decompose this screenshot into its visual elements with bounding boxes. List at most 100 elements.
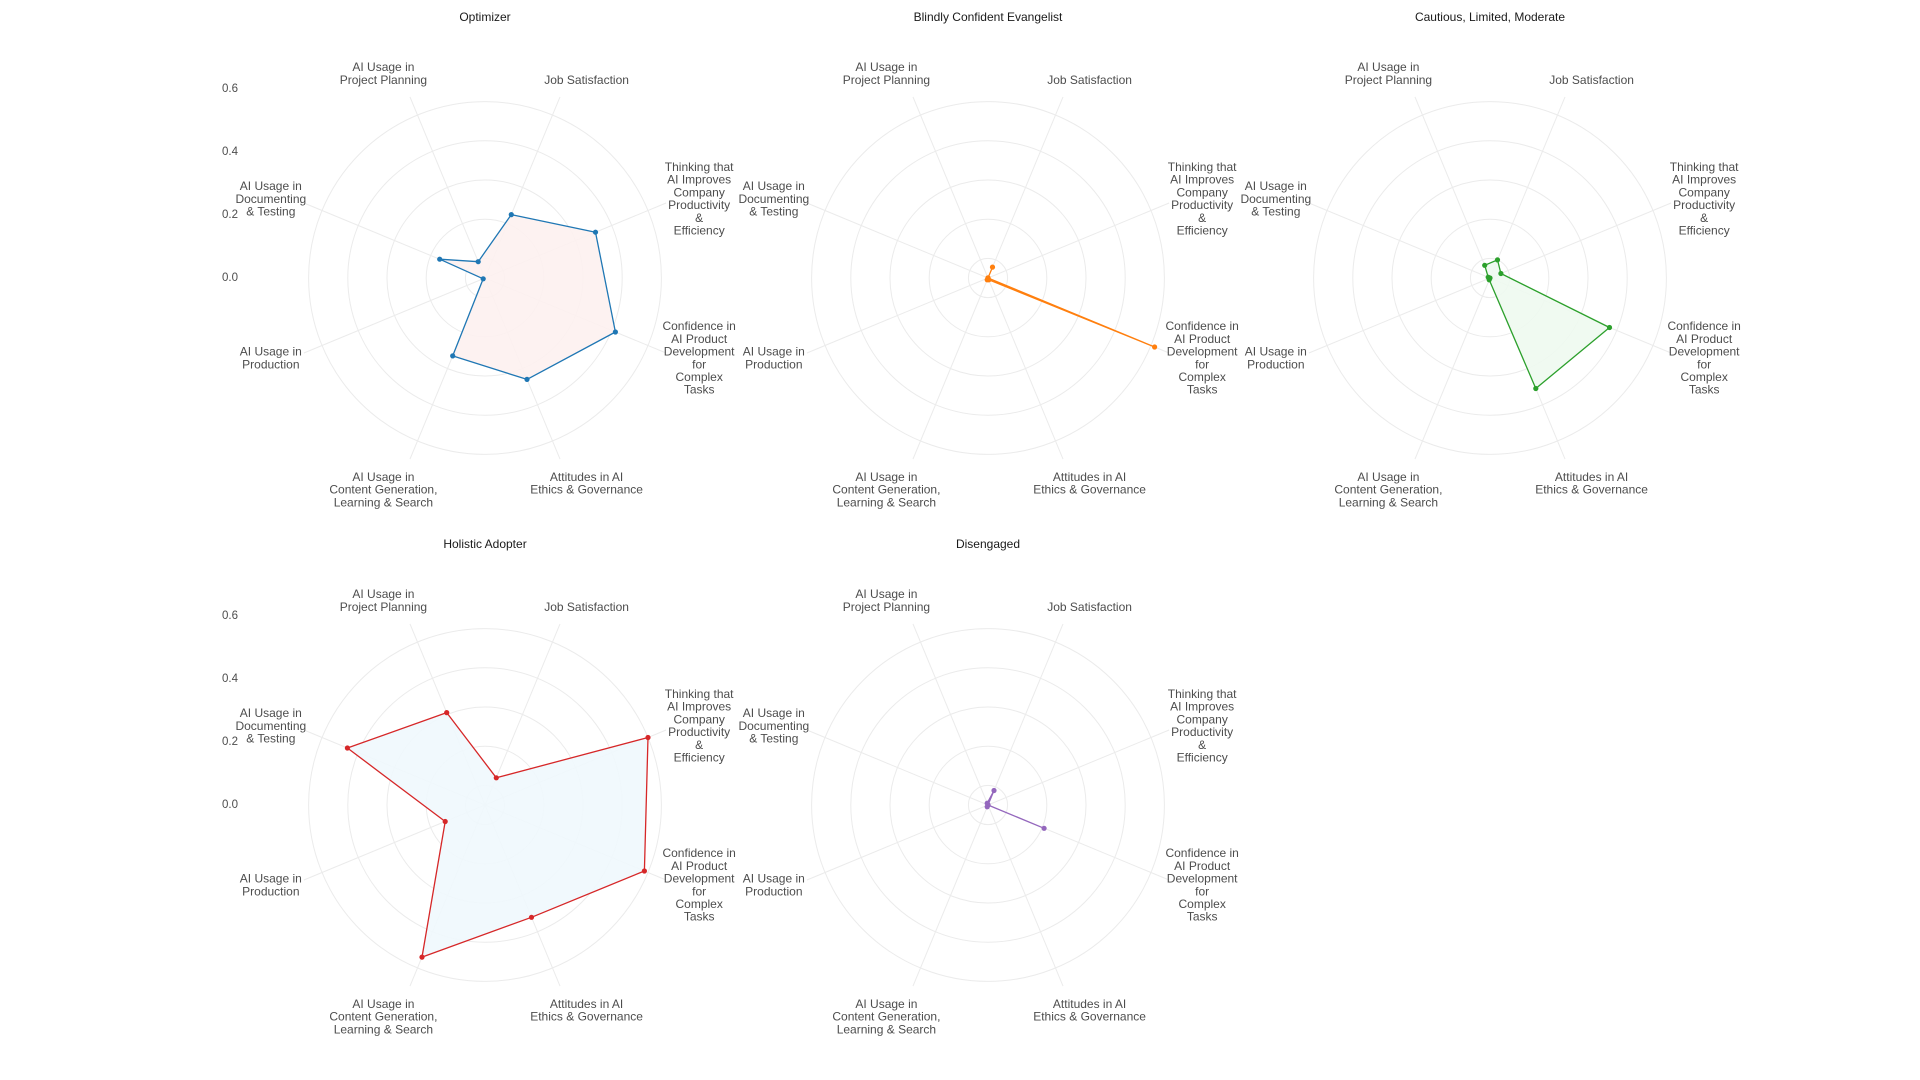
data-point: [508, 212, 514, 218]
data-point: [480, 276, 486, 282]
radial-tick-label: 0.4: [222, 146, 239, 158]
grid-circle: [1352, 140, 1628, 416]
grid-circle: [308, 101, 662, 455]
axis-label: AI Usage in Content Generation, Learning &…: [329, 997, 437, 1036]
axis-label: Confidence in AI Product Development for Com…: [662, 846, 735, 924]
data-point: [991, 787, 997, 794]
grid-circle: [889, 706, 1087, 904]
grid-spoke: [987, 729, 1170, 806]
radial-tick-label: 0.2: [222, 209, 238, 221]
data-point: [1482, 262, 1488, 268]
grid-circle: [967, 784, 1009, 826]
grid-circle: [1430, 218, 1550, 338]
grid-circle: [850, 667, 1126, 943]
axis-label: AI Usage in Production: [240, 872, 302, 899]
axis-label: AI Usage in Production: [743, 872, 805, 899]
grid-spoke: [1489, 96, 1566, 279]
grid-spoke: [806, 804, 989, 881]
radial-tick-label: 0.6: [222, 610, 238, 622]
axis-label: AI Usage in Production: [743, 345, 805, 372]
series-polygon: [1484, 259, 1611, 390]
series-polygon: [439, 213, 617, 381]
radar-panel: Disengaged Job Satisfaction Thinking that A…: [738, 537, 1238, 1036]
axis-label: AI Usage in Documenting & Testing: [738, 706, 809, 745]
axis-label: AI Usage in Content Generation, Learning &…: [1334, 470, 1442, 509]
axis-label: AI Usage in Content Generation, Learning &…: [329, 470, 437, 509]
axis-label: Confidence in AI Product Development for Com…: [1165, 846, 1238, 924]
axis-label: AI Usage in Documenting & Testing: [235, 706, 306, 745]
axis-label: AI Usage in Project Planning: [340, 60, 427, 87]
axis-label: Job Satisfaction: [1047, 600, 1132, 614]
grid-spoke: [806, 729, 989, 806]
panel-title: Optimizer: [459, 10, 510, 24]
axis-label: Thinking that AI Improves Company Productiv…: [1670, 160, 1739, 238]
data-point: [1498, 270, 1504, 277]
grid-spoke: [1414, 277, 1491, 460]
data-point: [344, 745, 350, 751]
axis-label: Job Satisfaction: [544, 73, 629, 87]
grid-spoke: [1308, 277, 1491, 354]
data-point: [612, 329, 619, 335]
data-point: [1533, 385, 1539, 392]
data-point: [524, 376, 530, 382]
grid-circle: [1391, 179, 1589, 377]
grid-circle: [928, 745, 1048, 865]
panel-title: Disengaged: [956, 537, 1020, 551]
radar-panel: Holistic Adopter 0.6 0.4 0.2 0.0 Job Satisfac…: [222, 537, 736, 1036]
data-point: [1152, 344, 1158, 350]
axis-label: Job Satisfaction: [544, 600, 629, 614]
grid-spoke: [409, 96, 486, 279]
axis-label: Confidence in AI Product Development for Com…: [1667, 319, 1740, 397]
axis-label: Attitudes in AI Ethics & Governance: [530, 470, 643, 497]
grid-circle: [308, 628, 662, 982]
data-point: [1041, 825, 1047, 831]
grid-spoke: [1414, 96, 1491, 279]
radial-tick-label: 0.6: [222, 83, 238, 95]
radial-tick-label: 0.2: [222, 736, 238, 748]
data-point: [592, 229, 599, 235]
axis-label: AI Usage in Documenting & Testing: [235, 179, 306, 218]
grid-circle: [889, 179, 1087, 377]
grid-circle: [850, 140, 1126, 416]
data-point: [444, 710, 450, 716]
panel-title: Holistic Adopter: [443, 537, 526, 551]
axis-label: Thinking that AI Improves Company Productiv…: [665, 687, 734, 765]
axis-label: AI Usage in Production: [240, 345, 302, 372]
data-point: [528, 914, 535, 920]
axis-label: AI Usage in Production: [1245, 345, 1307, 372]
radial-tick-label: 0.0: [222, 272, 238, 284]
data-point: [419, 954, 425, 960]
grid-spoke: [303, 277, 486, 354]
radial-tick-label: 0.4: [222, 673, 239, 685]
radial-tick-label: 0.0: [222, 799, 238, 811]
data-point: [1494, 257, 1501, 263]
grid-circle: [811, 101, 1165, 455]
axis-label: AI Usage in Project Planning: [843, 60, 930, 87]
grid-spoke: [912, 96, 989, 279]
axis-label: AI Usage in Project Planning: [340, 587, 427, 614]
grid-circle: [811, 628, 1165, 982]
axis-label: Job Satisfaction: [1549, 73, 1634, 87]
axis-label: Attitudes in AI Ethics & Governance: [530, 997, 643, 1024]
axis-label: Thinking that AI Improves Company Productiv…: [1168, 160, 1237, 238]
grid-spoke: [912, 804, 989, 987]
data-point: [985, 275, 991, 281]
series-polygon: [986, 266, 1156, 348]
grid-circle: [347, 140, 623, 416]
data-point: [984, 800, 990, 806]
data-point: [641, 868, 648, 874]
data-point: [475, 259, 481, 265]
axis-label: Confidence in AI Product Development for Com…: [662, 319, 735, 397]
grid-spoke: [806, 277, 989, 354]
grid-spoke: [987, 804, 1064, 987]
grid-spoke: [912, 623, 989, 806]
grid-spoke: [912, 277, 989, 460]
grid-spoke: [806, 202, 989, 279]
grid-circle: [928, 218, 1048, 338]
grid-spoke: [484, 623, 561, 806]
grid-circle: [967, 257, 1009, 299]
grid-circle: [1313, 101, 1667, 455]
data-point: [450, 353, 456, 359]
grid-spoke: [987, 277, 1064, 460]
